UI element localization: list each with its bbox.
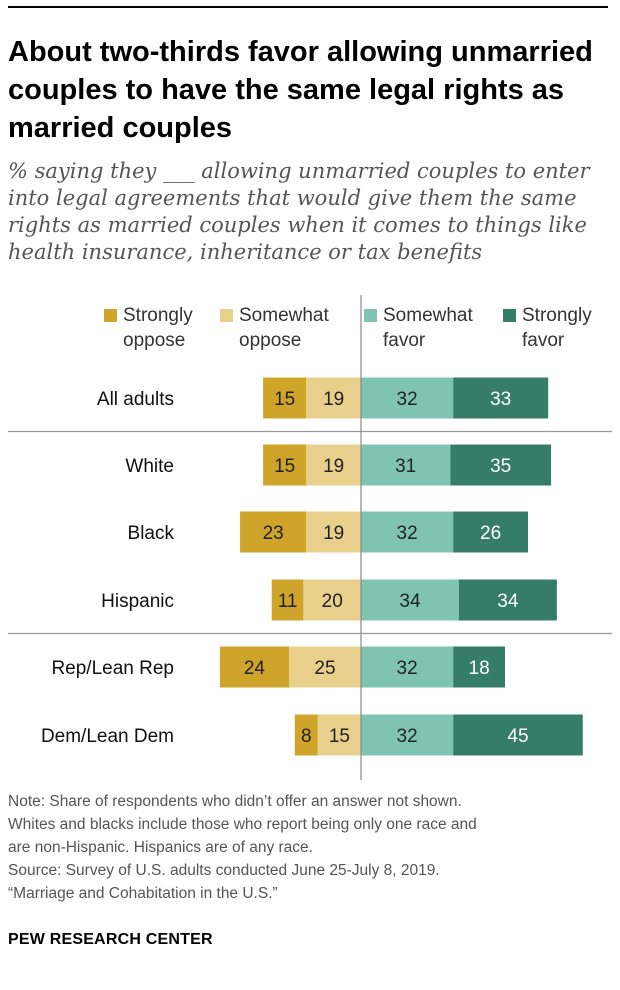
legend-label: Somewhat favor [383, 305, 473, 351]
bar-somewhat-oppose [306, 511, 361, 553]
diverging-bar-chart: 15 19 32 33 All adults 15 19 31 35 White 23 19 32 26 B… [8, 295, 612, 780]
note-line: are non-Hispanic. Hispanics are of any r… [8, 839, 313, 856]
legend-swatch [503, 309, 516, 322]
legend-swatch [104, 309, 117, 322]
category-label: Black [128, 523, 175, 544]
bar-somewhat-favor [361, 444, 451, 486]
data-label-somewhat-favor: 32 [397, 523, 418, 544]
bar-somewhat-favor [361, 646, 454, 688]
data-label-somewhat-favor: 34 [399, 591, 421, 612]
legend-swatch [364, 309, 377, 322]
chart-subtitle: % saying they ___ allowing unmarried cou… [8, 159, 590, 264]
legend-label: Strongly favor [522, 305, 592, 351]
bar-strongly-favor [453, 714, 583, 756]
data-label-somewhat-favor: 32 [397, 658, 418, 679]
data-label-strongly-oppose: 11 [278, 591, 298, 612]
bar-somewhat-favor [361, 377, 454, 419]
bar-somewhat-oppose [303, 579, 361, 621]
category-label: Hispanic [101, 591, 174, 612]
data-label-somewhat-oppose: 15 [329, 726, 350, 747]
bar-strongly-favor [453, 511, 529, 553]
data-label-somewhat-favor: 32 [397, 726, 418, 747]
category-label: Dem/Lean Dem [41, 726, 174, 747]
bar-somewhat-favor [361, 511, 454, 553]
chart-note: Note: Share of respondents who didn’t of… [8, 790, 608, 905]
bar-somewhat-oppose [289, 646, 361, 688]
data-label-strongly-favor: 34 [497, 591, 519, 612]
data-label-strongly-favor: 33 [490, 389, 511, 410]
data-label-strongly-favor: 45 [507, 726, 528, 747]
note-line: Source: Survey of U.S. adults conducted … [8, 862, 440, 879]
category-label: White [125, 456, 174, 477]
data-label-somewhat-favor: 32 [397, 389, 418, 410]
legend-swatch [220, 309, 233, 322]
bar-strongly-oppose [263, 377, 307, 419]
brand-name: PEW RESEARCH CENTER [8, 931, 213, 948]
data-label-strongly-oppose: 15 [274, 456, 295, 477]
bar-strongly-favor [453, 646, 505, 688]
data-label-somewhat-oppose: 19 [323, 456, 344, 477]
bar-somewhat-favor [361, 579, 459, 621]
data-label-somewhat-oppose: 25 [314, 658, 335, 679]
note-line: Whites and blacks include those who repo… [8, 816, 477, 833]
bar-somewhat-oppose [317, 714, 361, 756]
bar-strongly-oppose [294, 714, 318, 756]
bar-strongly-oppose [240, 511, 307, 553]
bar-strongly-favor [458, 579, 557, 621]
bar-strongly-oppose [219, 646, 289, 688]
bar-somewhat-oppose [306, 444, 361, 486]
data-label-strongly-oppose: 24 [244, 658, 266, 679]
data-label-strongly-favor: 26 [480, 523, 501, 544]
data-label-somewhat-oppose: 19 [323, 389, 344, 410]
bar-somewhat-favor [361, 714, 454, 756]
data-label-strongly-favor: 35 [490, 456, 511, 477]
bar-strongly-favor [450, 444, 552, 486]
data-label-strongly-oppose: 15 [274, 389, 295, 410]
data-label-strongly-oppose: 8 [301, 726, 312, 747]
bar-strongly-oppose [263, 444, 307, 486]
top-rule [8, 6, 608, 8]
data-label-somewhat-oppose: 20 [322, 591, 343, 612]
data-label-strongly-favor: 18 [469, 658, 490, 679]
data-label-strongly-oppose: 23 [263, 523, 284, 544]
legend-label: Somewhat oppose [239, 305, 329, 351]
legend-label: Strongly oppose [123, 305, 193, 351]
note-line: Note: Share of respondents who didn’t of… [8, 793, 462, 810]
bar-strongly-favor [453, 377, 549, 419]
note-line: “Marriage and Cohabitation in the U.S.” [8, 885, 278, 902]
category-label: Rep/Lean Rep [51, 658, 174, 679]
bar-somewhat-oppose [306, 377, 361, 419]
chart-title: About two-thirds favor allowing unmarrie… [8, 36, 593, 144]
data-label-somewhat-favor: 31 [395, 456, 416, 477]
data-label-somewhat-oppose: 19 [323, 523, 344, 544]
bar-strongly-oppose [271, 579, 304, 621]
category-label: All adults [97, 389, 174, 410]
